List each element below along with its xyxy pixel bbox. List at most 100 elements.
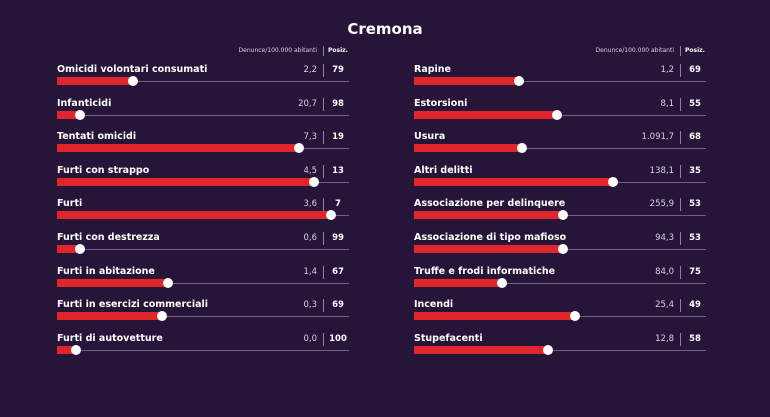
indicator-bar: [414, 312, 575, 321]
indicator-row: Estorsioni 8,1 55: [414, 97, 706, 132]
indicator-value: 1,2: [660, 65, 674, 75]
indicator-bar: [57, 278, 168, 287]
indicator-track: [57, 248, 349, 250]
indicator-bar: [57, 177, 314, 186]
indicator-row: Furti di autovetture 0,0 100: [57, 332, 349, 367]
indicator-label: Furti in abitazione: [57, 265, 155, 277]
indicator-value: 0,0: [303, 333, 317, 344]
indicator-track: [414, 282, 706, 284]
value-divider: [323, 198, 324, 212]
indicator-bar: [57, 211, 332, 220]
indicator-value: 12,8: [655, 333, 674, 344]
indicator-track: [57, 282, 349, 284]
indicator-track: [57, 349, 349, 351]
indicator-position: 98: [332, 98, 344, 109]
value-divider: [680, 299, 681, 313]
indicator-row: Stupefacenti 12,8 58: [414, 332, 706, 367]
indicator-position: 53: [689, 199, 701, 210]
indicator-label: Furti di autovetture: [57, 332, 163, 344]
indicator-position: 7: [335, 199, 341, 210]
indicator-row: Altri delitti 138,1 35: [414, 164, 706, 199]
indicator-position: 49: [689, 300, 701, 311]
value-divider: [680, 131, 681, 145]
right-column: Denunce/100.000 abitanti Posiz. Rapine 1,…: [414, 44, 706, 366]
indicator-marker: [514, 76, 525, 86]
indicator-label: Tentati omicidi: [57, 131, 137, 143]
indicator-value: 138,1: [649, 165, 674, 176]
indicator-marker: [326, 210, 337, 221]
value-divider: [323, 164, 324, 178]
page-title: Cremona: [347, 20, 423, 38]
indicator-track: [414, 349, 706, 351]
indicator-position: 68: [689, 132, 701, 143]
indicator-bar: [57, 144, 300, 153]
indicator-marker: [308, 176, 319, 187]
indicator-value: 2,2: [303, 65, 317, 75]
indicator-row: Associazione per delinquere 255,9 53: [414, 198, 706, 232]
value-divider: [323, 64, 324, 77]
indicator-marker: [75, 243, 86, 254]
indicator-label: Truffe e frodi informatiche: [414, 265, 556, 277]
indicator-position: 75: [689, 266, 701, 277]
value-divider: [323, 231, 324, 245]
indicator-marker: [607, 176, 618, 187]
left-rows: Omicidi volontari consumati 2,2 79 Infantic…: [57, 64, 349, 366]
indicator-label: Furti: [57, 198, 83, 210]
indicator-value: 4,5: [303, 165, 317, 176]
indicator-value: 94,3: [655, 232, 674, 243]
indicator-value: 0,3: [303, 300, 317, 311]
indicator-bar: [57, 77, 133, 85]
indicator-label: Estorsioni: [414, 97, 468, 109]
indicator-bar: [414, 211, 563, 220]
indicator-bar: [414, 144, 523, 153]
indicator-marker: [162, 277, 173, 288]
indicator-position: 67: [332, 266, 344, 277]
indicator-bar: [57, 312, 163, 321]
indicator-position: 13: [332, 165, 344, 176]
left-column-header: Denunce/100.000 abitanti Posiz.: [57, 44, 349, 64]
indicator-bar: [414, 244, 563, 253]
indicator-value: 7,3: [303, 132, 317, 143]
indicator-track: [57, 81, 349, 82]
indicator-marker: [157, 311, 168, 322]
value-divider: [680, 97, 681, 111]
indicator-row: Furti in esercizi commerciali 0,3 69: [57, 299, 349, 333]
indicator-value: 0,6: [303, 232, 317, 243]
value-divider: [323, 332, 324, 346]
indicator-label: Associazione per delinquere: [414, 198, 566, 210]
position-column-header: Posiz.: [685, 47, 705, 54]
indicator-value: 20,7: [298, 98, 317, 109]
indicator-bar: [414, 77, 520, 85]
indicator-row: Infanticidi 20,7 98: [57, 97, 349, 132]
indicator-track: [414, 148, 706, 150]
indicator-row: Rapine 1,2 69: [414, 64, 706, 98]
value-divider: [680, 164, 681, 178]
indicator-row: Truffe e frodi informatiche 84,0 75: [414, 265, 706, 300]
indicator-row: Furti con strappo 4,5 13: [57, 164, 349, 199]
indicator-marker: [496, 277, 507, 288]
indicator-position: 69: [332, 300, 344, 311]
indicator-label: Incendi: [414, 299, 454, 311]
indicator-marker: [517, 143, 528, 154]
indicator-position: 99: [332, 232, 344, 243]
indicator-marker: [127, 76, 138, 86]
indicator-row: Furti 3,6 7: [57, 198, 349, 232]
indicator-bar: [57, 110, 81, 119]
indicator-value: 3,6: [303, 199, 317, 210]
indicator-label: Altri delitti: [414, 164, 473, 176]
indicator-track: [57, 114, 349, 116]
indicator-label: Usura: [414, 131, 446, 143]
indicator-marker: [75, 109, 86, 120]
left-column: Denunce/100.000 abitanti Posiz. Omicidi …: [57, 44, 349, 366]
indicator-marker: [543, 344, 554, 355]
indicator-position: 53: [689, 232, 701, 243]
indicator-row: Associazione di tipo mafioso 94,3 53: [414, 231, 706, 266]
indicator-marker: [294, 143, 305, 154]
indicator-row: Usura 1.091,7 68: [414, 131, 706, 165]
value-divider: [680, 332, 681, 346]
indicator-label: Furti in esercizi commerciali: [57, 299, 208, 311]
value-divider: [680, 198, 681, 212]
right-column-header: Denunce/100.000 abitanti Posiz.: [414, 44, 706, 64]
indicator-position: 55: [689, 98, 701, 109]
header-divider: [680, 46, 681, 56]
